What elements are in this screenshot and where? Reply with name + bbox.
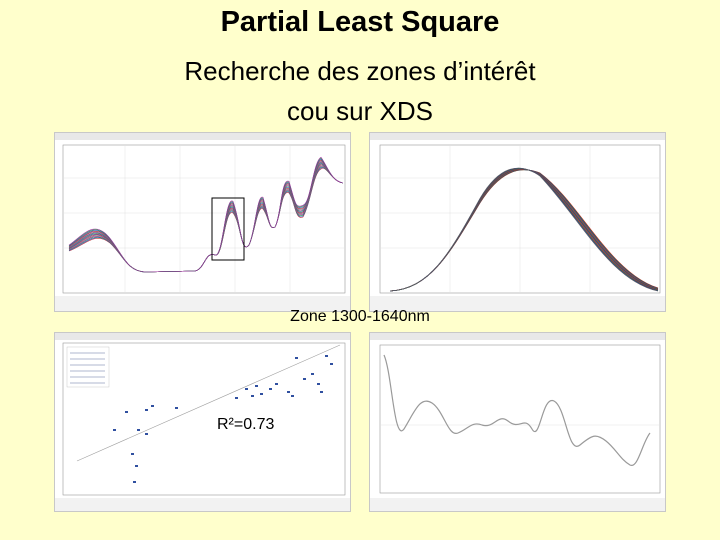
prediction-scatter-panel (54, 332, 351, 512)
prediction-scatter-chart (55, 333, 350, 511)
slide-subtitle-2: cou sur XDS (287, 96, 433, 126)
processed-spectra-panel (369, 132, 666, 312)
r-squared-label: R²=0.73 (217, 416, 275, 433)
slide-subtitle-1: Recherche des zones d’intérêt (184, 56, 536, 86)
raw-spectra-panel (54, 132, 351, 312)
regression-coefficients-panel (369, 332, 666, 512)
regression-coefficients-chart (370, 333, 665, 511)
raw-spectra-chart (55, 133, 350, 311)
slide-title: Partial Least Square (220, 6, 500, 38)
processed-spectra-chart (370, 133, 665, 311)
zone-label: Zone 1300-1640nm (290, 308, 430, 325)
